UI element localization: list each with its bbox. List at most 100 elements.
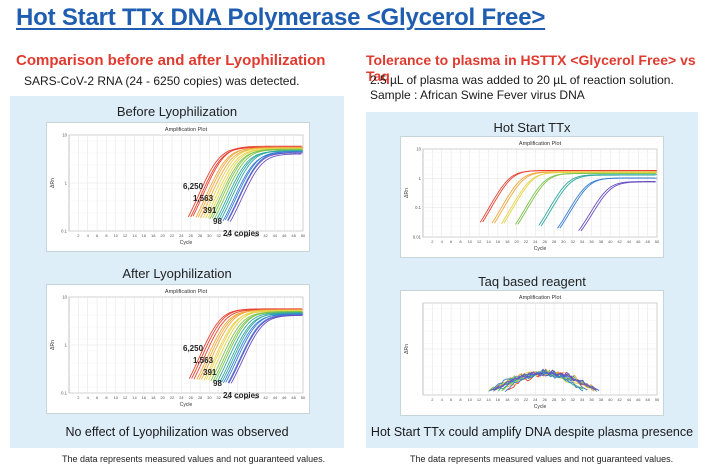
left-conclusion: No effect of Lyophilization was observed <box>65 425 289 439</box>
copy-number-label: 6,250 <box>183 182 204 191</box>
series-line <box>215 310 302 381</box>
x-tick-label: 22 <box>524 397 529 402</box>
series-line <box>191 308 303 379</box>
x-tick-label: 2 <box>431 239 434 244</box>
x-tick-label: 26 <box>542 239 547 244</box>
right-heading: Tolerance to plasma in HSTTX <Glycerol F… <box>366 52 696 84</box>
x-tick-label: 28 <box>198 395 203 400</box>
before-chart: Amplification Plot 2 4 6 8 10 12 14 16 18 20 22 24 26… <box>46 122 310 252</box>
x-axis-label: Cycle <box>180 240 193 246</box>
x-tick-label: 34 <box>580 397 585 402</box>
x-tick-label: 16 <box>142 395 147 400</box>
series-line <box>221 312 303 382</box>
x-tick-label: 48 <box>291 233 296 238</box>
x-tick-label: 48 <box>645 397 650 402</box>
x-tick-label: 4 <box>87 395 90 400</box>
x-tick-label: 50 <box>655 239 660 244</box>
x-tick-label: 24 <box>533 239 538 244</box>
x-tick-label: 16 <box>496 397 501 402</box>
x-tick-label: 48 <box>291 395 296 400</box>
y-tick-label: 0.1 <box>415 205 421 210</box>
copy-number-label: 1,563 <box>193 356 214 365</box>
series-line <box>559 177 656 229</box>
x-axis-label: Cycle <box>534 246 547 252</box>
series-line <box>230 314 303 384</box>
x-tick-label: 14 <box>486 397 491 402</box>
series-line <box>214 149 303 219</box>
y-tick-label: 1 <box>419 176 422 181</box>
x-tick-label: 32 <box>217 233 222 238</box>
series-line <box>227 152 303 222</box>
x-tick-label: 32 <box>217 395 222 400</box>
x-tick-label: 26 <box>542 397 547 402</box>
right-footnote: The data represents measured values and … <box>410 454 674 464</box>
copy-number-label: 24 copies <box>223 229 260 238</box>
x-tick-label: 12 <box>123 233 128 238</box>
x-tick-label: 32 <box>571 239 576 244</box>
x-tick-label: 10 <box>114 395 119 400</box>
series-line <box>501 172 657 225</box>
x-tick-label: 48 <box>645 239 650 244</box>
x-tick-label: 50 <box>655 397 660 402</box>
x-tick-label: 8 <box>105 395 108 400</box>
y-axis-label: ΔRn <box>50 178 56 188</box>
y-tick-label: 10 <box>62 295 67 300</box>
x-tick-label: 46 <box>636 239 641 244</box>
x-tick-label: 36 <box>589 239 594 244</box>
x-tick-label: 24 <box>179 395 184 400</box>
x-tick-label: 20 <box>514 397 519 402</box>
x-tick-label: 12 <box>477 397 482 402</box>
x-tick-label: 6 <box>96 233 99 238</box>
x-tick-label: 42 <box>263 395 268 400</box>
x-tick-label: 26 <box>188 233 193 238</box>
x-tick-label: 42 <box>617 239 622 244</box>
x-tick-label: 4 <box>87 233 90 238</box>
x-tick-label: 24 <box>533 397 538 402</box>
x-tick-label: 40 <box>254 395 259 400</box>
x-tick-label: 32 <box>571 397 576 402</box>
y-axis-label: ΔRn <box>50 340 56 350</box>
x-tick-label: 40 <box>608 239 613 244</box>
x-tick-label: 18 <box>151 233 156 238</box>
x-tick-label: 30 <box>561 397 566 402</box>
right-subtitle-2: Sample : African Swine Fever virus DNA <box>370 88 585 102</box>
series-line <box>517 172 657 225</box>
x-tick-label: 40 <box>608 397 613 402</box>
x-tick-label: 30 <box>561 239 566 244</box>
x-tick-label: 8 <box>459 239 462 244</box>
page-title: Hot Start TTx DNA Polymerase <Glycerol F… <box>16 4 546 31</box>
plot-frame <box>422 148 658 238</box>
taq-chart: Amplification Plot 2 4 6 8 10 12 14 16 18 20 22 24 26… <box>400 290 664 416</box>
x-tick-label: 12 <box>477 239 482 244</box>
copy-number-label: 1,563 <box>193 194 214 203</box>
x-tick-label: 6 <box>96 395 99 400</box>
x-tick-label: 2 <box>77 233 80 238</box>
series-line <box>227 151 303 221</box>
x-tick-label: 26 <box>188 395 193 400</box>
x-axis-label: Cycle <box>180 402 193 408</box>
copy-number-label: 98 <box>213 217 222 226</box>
series-line <box>489 371 584 392</box>
x-tick-label: 10 <box>114 233 119 238</box>
x-tick-label: 42 <box>263 233 268 238</box>
x-tick-label: 40 <box>254 233 259 238</box>
taq-chart-title: Taq based reagent <box>478 274 586 289</box>
x-tick-label: 28 <box>552 397 557 402</box>
y-axis-label: ΔRn <box>404 188 410 198</box>
series-line <box>229 153 302 222</box>
x-tick-label: 10 <box>468 397 473 402</box>
left-footnote: The data represents measured values and … <box>62 454 326 464</box>
x-tick-label: 16 <box>142 233 147 238</box>
series-line <box>503 171 656 224</box>
copy-number-label: 24 copies <box>223 391 260 400</box>
y-tick-label: 0.1 <box>61 229 67 234</box>
x-tick-label: 14 <box>132 395 137 400</box>
x-tick-label: 28 <box>198 233 203 238</box>
y-tick-label: 10 <box>62 133 67 138</box>
x-tick-label: 2 <box>431 397 434 402</box>
series-line <box>578 181 656 231</box>
x-tick-label: 8 <box>459 397 462 402</box>
x-tick-label: 14 <box>486 239 491 244</box>
